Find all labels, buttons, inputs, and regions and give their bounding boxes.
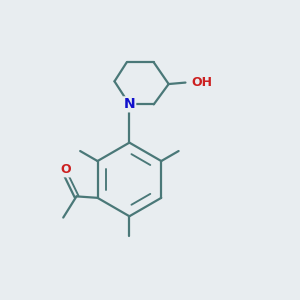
Text: OH: OH bbox=[191, 76, 212, 89]
Text: N: N bbox=[124, 98, 135, 111]
Text: O: O bbox=[61, 164, 71, 176]
